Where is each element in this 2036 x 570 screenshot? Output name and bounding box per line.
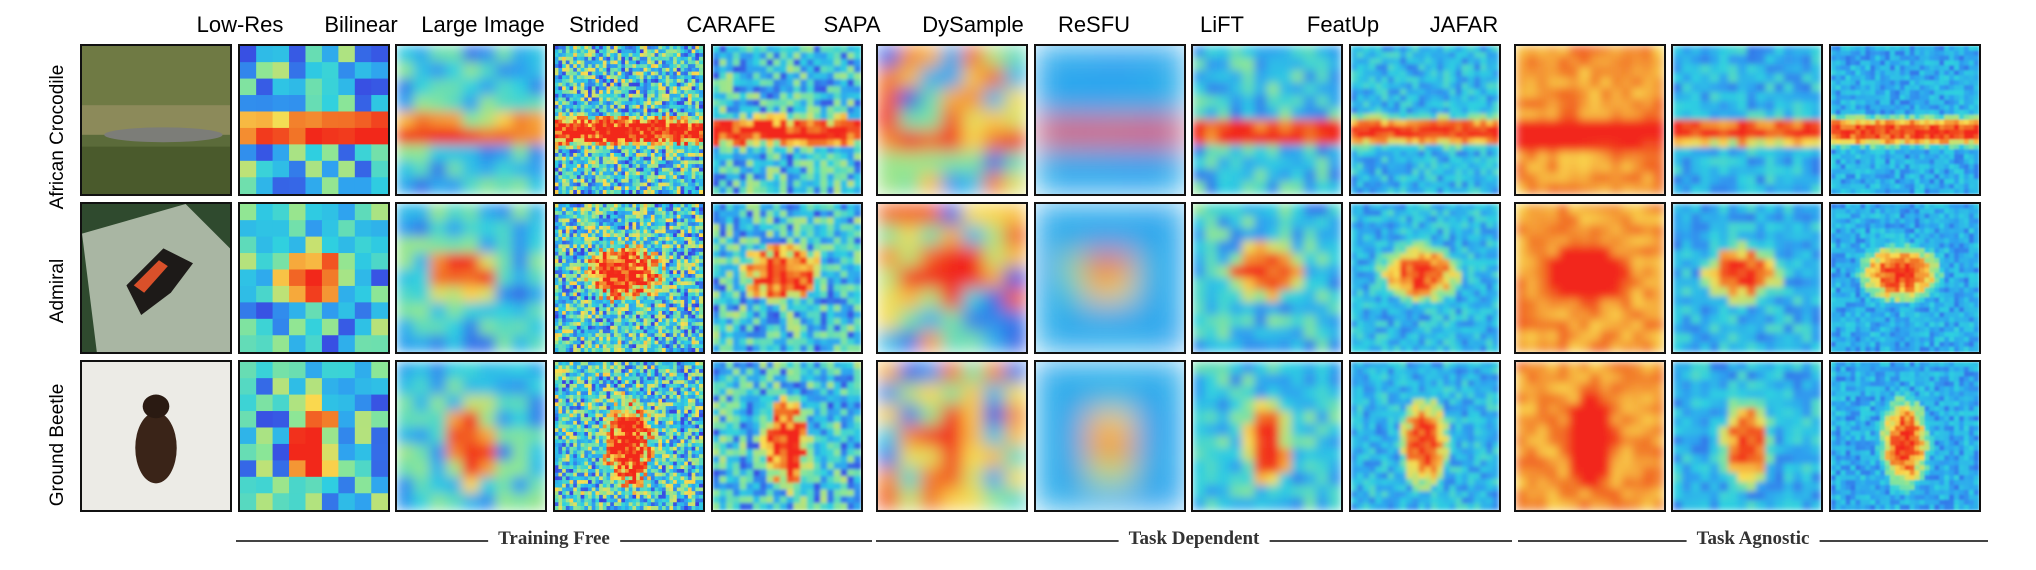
feature-heatmap [878, 204, 1026, 352]
row-label-admiral: Admiral [47, 258, 68, 324]
cell-beetle-lift [1514, 360, 1666, 512]
col-title-featup: FeatUp [1306, 12, 1380, 37]
cell-beetle-large [553, 360, 705, 512]
cell-beetle-dysample [1191, 360, 1343, 512]
cell-admiral-large [553, 202, 705, 354]
feature-heatmap [555, 46, 703, 194]
cell-crocodile-jafar [1829, 44, 1981, 196]
cell-admiral-resfu [1349, 202, 1501, 354]
feature-heatmap [1673, 362, 1821, 510]
col-title-resfu: ReSFU [1057, 12, 1131, 37]
group-label-task-dependent: Task Dependent [1118, 528, 1270, 550]
cell-crocodile-dysample [1191, 44, 1343, 196]
col-title-bilinear: Bilinear [324, 12, 398, 37]
feature-heatmap [713, 362, 861, 510]
row-label-african-crocodile: African Crocodile [47, 64, 68, 210]
col-title-lift: LiFT [1200, 12, 1244, 37]
feature-heatmap [1516, 46, 1664, 194]
cell-admiral-lift [1514, 202, 1666, 354]
cell-crocodile-carafe [876, 44, 1028, 196]
cell-beetle-input [80, 360, 232, 512]
feature-heatmap [1036, 204, 1184, 352]
feature-heatmap [555, 362, 703, 510]
feature-heatmap [555, 204, 703, 352]
feature-heatmap [1516, 204, 1664, 352]
col-title-dysample: DySample [922, 12, 1024, 37]
feature-heatmap [878, 46, 1026, 194]
input-photo [82, 204, 230, 352]
col-title-low-res: Low-Res [196, 12, 284, 37]
feature-heatmap [397, 46, 545, 194]
cell-admiral-sapa [1034, 202, 1186, 354]
cell-admiral-dysample [1191, 202, 1343, 354]
col-title-sapa: SAPA [823, 12, 881, 37]
cell-admiral-bilinear [395, 202, 547, 354]
feature-heatmap [240, 362, 388, 510]
input-photo [82, 362, 230, 510]
feature-heatmap [1831, 46, 1979, 194]
feature-heatmap [1193, 362, 1341, 510]
cell-admiral-carafe [876, 202, 1028, 354]
cell-crocodile-bilinear [395, 44, 547, 196]
feature-heatmap [1831, 204, 1979, 352]
feature-heatmap [713, 204, 861, 352]
cell-crocodile-input [80, 44, 232, 196]
cell-beetle-jafar [1829, 360, 1981, 512]
cell-admiral-jafar [1829, 202, 1981, 354]
cell-crocodile-sapa [1034, 44, 1186, 196]
feature-heatmap [1351, 362, 1499, 510]
feature-heatmap [1351, 204, 1499, 352]
cell-admiral-input [80, 202, 232, 354]
row-label-ground-beetle: Ground Beetle [47, 383, 68, 507]
feature-heatmap [1673, 204, 1821, 352]
cell-beetle-sapa [1034, 360, 1186, 512]
feature-heatmap [713, 46, 861, 194]
col-title-jafar: JAFAR [1429, 12, 1499, 37]
cell-beetle-strided [711, 360, 863, 512]
cell-beetle-featup [1671, 360, 1823, 512]
cell-crocodile-lift [1514, 44, 1666, 196]
cell-crocodile-strided [711, 44, 863, 196]
feature-heatmap [1193, 204, 1341, 352]
feature-heatmap [1351, 46, 1499, 194]
feature-heatmap [397, 204, 545, 352]
feature-heatmap [1036, 362, 1184, 510]
cell-admiral-lowres [238, 202, 390, 354]
cell-crocodile-large [553, 44, 705, 196]
feature-heatmap [397, 362, 545, 510]
group-label-task-agnostic: Task Agnostic [1686, 528, 1820, 550]
cell-admiral-strided [711, 202, 863, 354]
feature-heatmap [1831, 362, 1979, 510]
feature-heatmap [878, 362, 1026, 510]
col-title-carafe: CARAFE [686, 12, 776, 37]
feature-heatmap [1673, 46, 1821, 194]
feature-heatmap [1036, 46, 1184, 194]
feature-heatmap [240, 46, 388, 194]
col-title-strided: Strided [569, 12, 639, 37]
feature-heatmap [1516, 362, 1664, 510]
cell-beetle-resfu [1349, 360, 1501, 512]
feature-heatmap [1193, 46, 1341, 194]
feature-heatmap [240, 204, 388, 352]
cell-beetle-bilinear [395, 360, 547, 512]
cell-crocodile-featup [1671, 44, 1823, 196]
col-title-large-image: Large Image [421, 12, 545, 37]
cell-beetle-carafe [876, 360, 1028, 512]
cell-beetle-lowres [238, 360, 390, 512]
group-label-training-free: Training Free [488, 528, 620, 550]
cell-crocodile-lowres [238, 44, 390, 196]
cell-crocodile-resfu [1349, 44, 1501, 196]
input-photo [82, 46, 230, 194]
cell-admiral-featup [1671, 202, 1823, 354]
